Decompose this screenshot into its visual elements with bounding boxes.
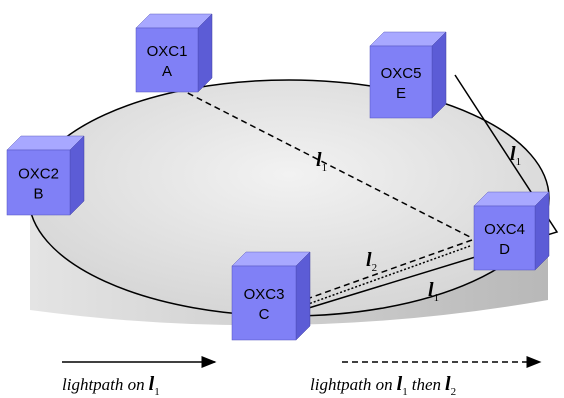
cube-side	[535, 192, 549, 270]
node-name: OXC2	[18, 166, 59, 183]
cube-side	[432, 32, 446, 118]
node-letter: E	[396, 85, 406, 102]
diagram: OXC1AOXC5EOXC2BOXC4DOXC3C l1 l1 l2 l1 li…	[0, 0, 564, 398]
node: OXC4 D	[474, 192, 549, 270]
node-letter: A	[162, 63, 172, 80]
node: OXC5 E	[370, 32, 446, 118]
node: OXC1 A	[136, 14, 212, 92]
node-name: OXC4	[484, 221, 525, 238]
cube-side	[70, 136, 84, 215]
cube-front	[474, 206, 535, 270]
cube-front	[136, 28, 198, 92]
cube-front	[7, 150, 70, 215]
cube-front	[370, 46, 432, 118]
node-letter: B	[33, 186, 43, 203]
cube-side	[198, 14, 212, 92]
node: OXC3 C	[232, 252, 310, 340]
node-name: OXC3	[244, 286, 285, 303]
node: OXC2 B	[7, 136, 84, 215]
node-letter: D	[499, 241, 510, 258]
node-name: OXC5	[381, 65, 422, 82]
cube-front	[232, 266, 296, 340]
cube-side	[296, 252, 310, 340]
node-letter: C	[259, 306, 270, 323]
node-name: OXC1	[147, 43, 188, 60]
